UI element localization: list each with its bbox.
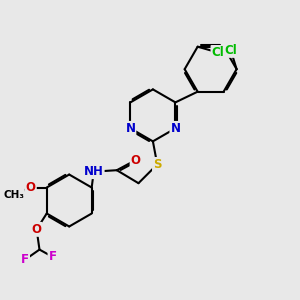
Text: N: N	[170, 122, 180, 135]
Text: Cl: Cl	[224, 44, 237, 57]
Text: Cl: Cl	[212, 46, 224, 59]
Text: F: F	[49, 250, 56, 263]
Text: O: O	[32, 223, 42, 236]
Text: CH₃: CH₃	[3, 190, 24, 200]
Text: O: O	[130, 154, 141, 166]
Text: NH: NH	[84, 165, 104, 178]
Text: N: N	[125, 122, 135, 135]
Text: O: O	[26, 181, 36, 194]
Text: F: F	[21, 253, 29, 266]
Text: S: S	[153, 158, 161, 171]
